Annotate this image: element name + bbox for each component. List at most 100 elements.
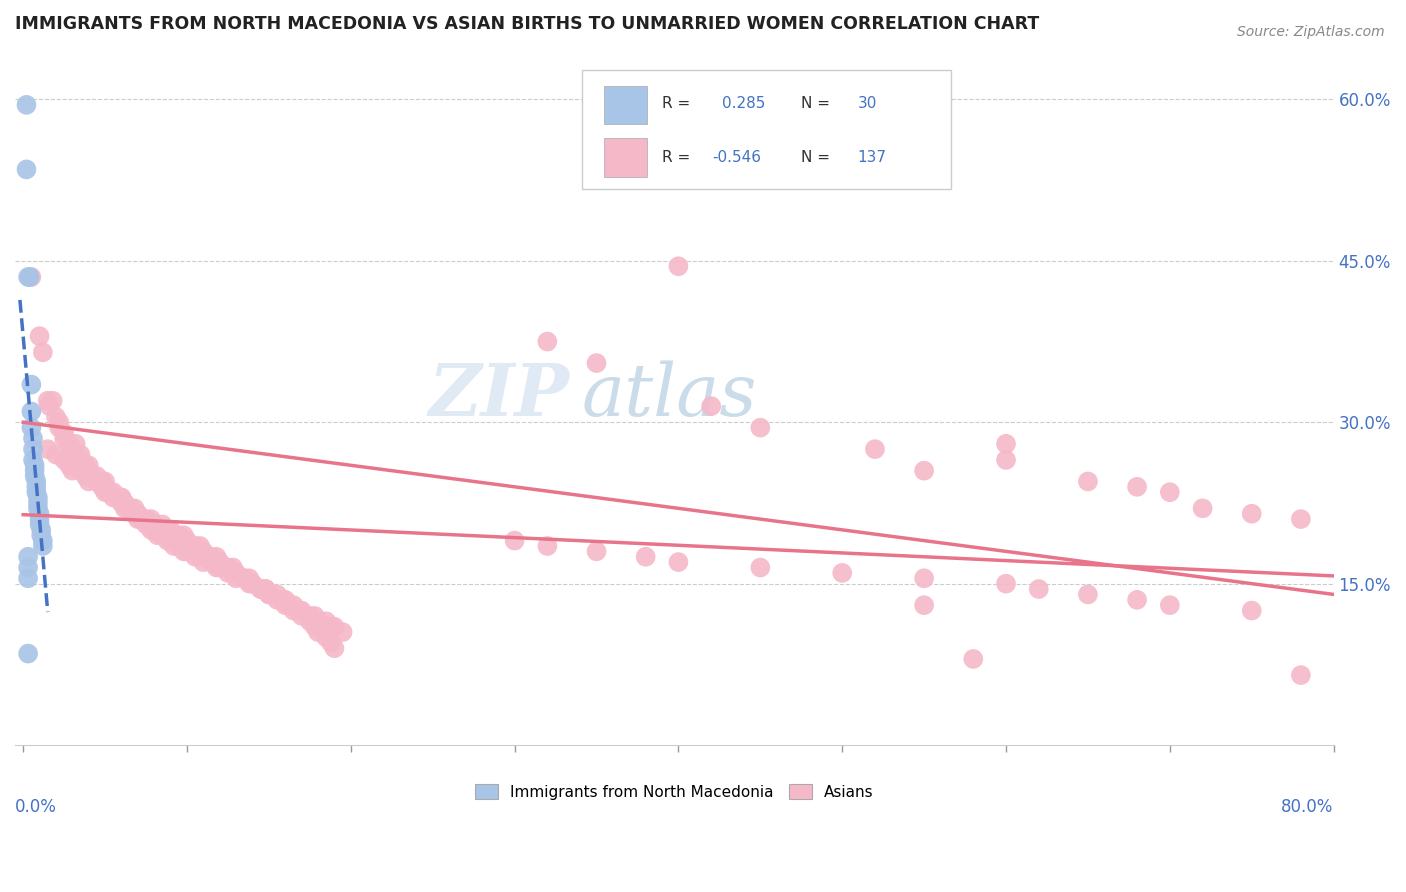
Point bbox=[283, 603, 305, 617]
Point bbox=[28, 507, 51, 521]
Point bbox=[30, 528, 52, 542]
Point bbox=[167, 539, 190, 553]
Point bbox=[266, 587, 288, 601]
Point bbox=[21, 442, 44, 457]
Point bbox=[332, 625, 354, 640]
Point bbox=[167, 528, 190, 542]
Point bbox=[37, 393, 59, 408]
Point bbox=[298, 609, 321, 624]
Text: atlas: atlas bbox=[582, 360, 758, 431]
Point bbox=[242, 576, 264, 591]
Point bbox=[188, 549, 211, 564]
Point bbox=[27, 501, 49, 516]
Point bbox=[271, 592, 294, 607]
Point bbox=[60, 442, 83, 457]
Point bbox=[152, 517, 174, 532]
Point bbox=[24, 464, 46, 478]
Point bbox=[307, 625, 329, 640]
Point bbox=[257, 587, 280, 601]
Point bbox=[69, 448, 91, 462]
Point bbox=[193, 544, 215, 558]
Point bbox=[17, 560, 39, 574]
Point bbox=[135, 517, 157, 532]
Point bbox=[24, 469, 46, 483]
Point bbox=[77, 475, 100, 489]
Point bbox=[139, 512, 162, 526]
Point bbox=[1126, 592, 1149, 607]
Point bbox=[222, 566, 245, 580]
Point bbox=[28, 517, 51, 532]
Point bbox=[31, 345, 53, 359]
Point bbox=[15, 98, 38, 112]
Point bbox=[45, 409, 67, 424]
Point bbox=[17, 647, 39, 661]
Point bbox=[53, 431, 76, 445]
Point bbox=[700, 399, 723, 413]
Text: -0.546: -0.546 bbox=[713, 150, 762, 165]
Point bbox=[135, 512, 157, 526]
Point bbox=[217, 560, 239, 574]
Point bbox=[254, 582, 277, 596]
Point bbox=[143, 523, 166, 537]
Point bbox=[17, 549, 39, 564]
Point bbox=[995, 453, 1018, 467]
Point bbox=[321, 636, 343, 650]
Point bbox=[749, 560, 772, 574]
Point bbox=[254, 582, 277, 596]
Point bbox=[200, 555, 222, 569]
Point bbox=[31, 533, 53, 548]
Point bbox=[114, 501, 136, 516]
Point bbox=[152, 528, 174, 542]
Point bbox=[274, 598, 297, 612]
Point bbox=[110, 491, 132, 505]
Point bbox=[176, 544, 198, 558]
Point bbox=[30, 523, 52, 537]
Text: ZIP: ZIP bbox=[427, 359, 569, 431]
Point bbox=[291, 609, 314, 624]
Point bbox=[503, 533, 526, 548]
Point bbox=[304, 620, 326, 634]
Text: 30: 30 bbox=[858, 96, 877, 112]
Point bbox=[233, 571, 256, 585]
Point bbox=[668, 259, 690, 273]
Point bbox=[1240, 507, 1263, 521]
Point bbox=[1077, 475, 1099, 489]
Point bbox=[31, 539, 53, 553]
Point bbox=[283, 598, 305, 612]
Text: R =: R = bbox=[662, 96, 696, 112]
Point bbox=[274, 592, 297, 607]
Text: Source: ZipAtlas.com: Source: ZipAtlas.com bbox=[1237, 25, 1385, 39]
FancyBboxPatch shape bbox=[605, 86, 647, 124]
Point bbox=[27, 491, 49, 505]
Point bbox=[75, 458, 97, 473]
Point bbox=[27, 496, 49, 510]
Point bbox=[995, 576, 1018, 591]
Point bbox=[238, 576, 260, 591]
Point bbox=[1240, 603, 1263, 617]
Point bbox=[238, 571, 260, 585]
Point bbox=[315, 615, 337, 629]
Point bbox=[277, 598, 299, 612]
Point bbox=[1126, 480, 1149, 494]
Point bbox=[1077, 587, 1099, 601]
Point bbox=[217, 566, 239, 580]
Point bbox=[20, 404, 42, 418]
Point bbox=[291, 603, 314, 617]
Point bbox=[184, 539, 207, 553]
Point bbox=[80, 469, 103, 483]
Point bbox=[257, 587, 280, 601]
FancyBboxPatch shape bbox=[582, 70, 952, 189]
Point bbox=[20, 420, 42, 434]
Point bbox=[536, 539, 558, 553]
Point bbox=[912, 571, 935, 585]
Point bbox=[249, 582, 271, 596]
Point bbox=[94, 475, 117, 489]
Text: N =: N = bbox=[801, 96, 835, 112]
Point bbox=[188, 539, 211, 553]
Point bbox=[1289, 668, 1312, 682]
Point bbox=[48, 420, 70, 434]
Point bbox=[1289, 512, 1312, 526]
Text: 0.0%: 0.0% bbox=[15, 797, 56, 815]
Point bbox=[585, 356, 607, 370]
Point bbox=[17, 571, 39, 585]
